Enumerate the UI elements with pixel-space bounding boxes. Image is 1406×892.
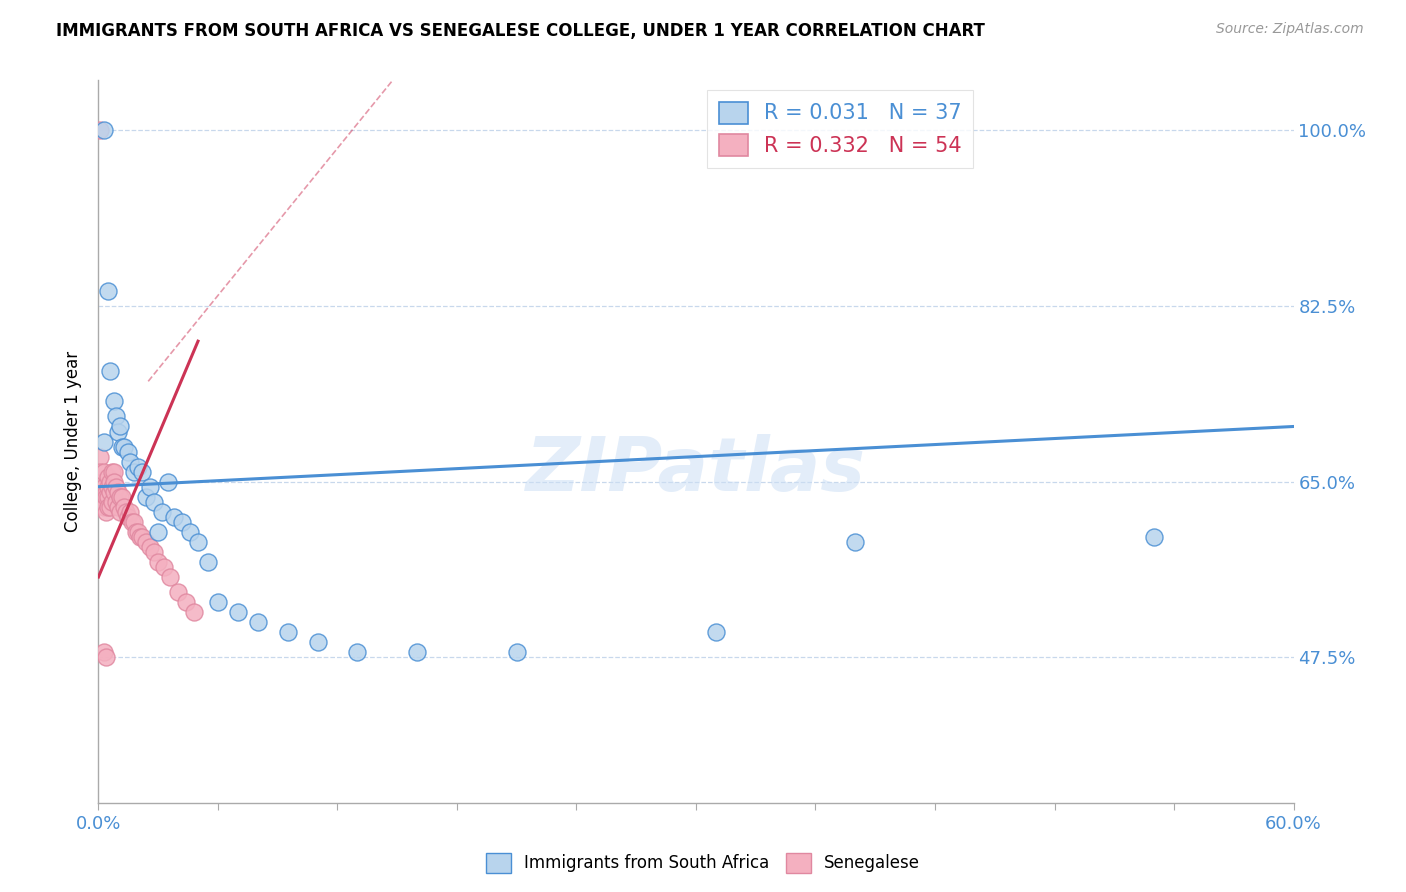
Point bbox=[93, 465, 115, 479]
Point bbox=[89, 465, 111, 479]
Point bbox=[97, 469, 120, 483]
Point bbox=[112, 440, 135, 454]
Point bbox=[111, 490, 134, 504]
Point bbox=[157, 475, 180, 489]
Point bbox=[207, 595, 229, 609]
Point bbox=[121, 515, 143, 529]
Text: Source: ZipAtlas.com: Source: ZipAtlas.com bbox=[1216, 22, 1364, 37]
Point bbox=[197, 555, 219, 569]
Point bbox=[125, 524, 148, 539]
Point bbox=[131, 530, 153, 544]
Point bbox=[91, 484, 114, 499]
Point bbox=[131, 465, 153, 479]
Point bbox=[406, 645, 429, 659]
Point bbox=[167, 585, 190, 599]
Point bbox=[93, 500, 115, 514]
Point bbox=[111, 440, 134, 454]
Point bbox=[96, 650, 118, 665]
Point bbox=[97, 284, 120, 298]
Point bbox=[105, 494, 128, 508]
Point bbox=[93, 434, 115, 449]
Point bbox=[98, 475, 122, 489]
Text: IMMIGRANTS FROM SOUTH AFRICA VS SENEGALESE COLLEGE, UNDER 1 YEAR CORRELATION CHA: IMMIGRANTS FROM SOUTH AFRICA VS SENEGALE… bbox=[56, 22, 986, 40]
Point bbox=[120, 505, 142, 519]
Point bbox=[159, 570, 181, 584]
Point bbox=[143, 545, 166, 559]
Point bbox=[103, 484, 125, 499]
Point bbox=[105, 409, 128, 424]
Point bbox=[148, 524, 170, 539]
Legend: R = 0.031   N = 37, R = 0.332   N = 54: R = 0.031 N = 37, R = 0.332 N = 54 bbox=[707, 90, 973, 168]
Point bbox=[135, 490, 157, 504]
Point bbox=[135, 534, 157, 549]
Point bbox=[110, 490, 132, 504]
Point bbox=[120, 454, 142, 468]
Point bbox=[150, 505, 173, 519]
Point bbox=[844, 534, 866, 549]
Point bbox=[115, 505, 138, 519]
Point bbox=[97, 490, 120, 504]
Point bbox=[153, 560, 176, 574]
Point bbox=[277, 625, 299, 640]
Point bbox=[112, 500, 135, 514]
Point bbox=[174, 595, 197, 609]
Point bbox=[97, 480, 120, 494]
Point bbox=[506, 645, 529, 659]
Point bbox=[107, 425, 129, 439]
Point bbox=[89, 450, 111, 464]
Point bbox=[346, 645, 368, 659]
Point bbox=[107, 500, 129, 514]
Text: ZIPatlas: ZIPatlas bbox=[526, 434, 866, 507]
Point bbox=[139, 480, 162, 494]
Point bbox=[98, 484, 122, 499]
Point bbox=[91, 490, 114, 504]
Point bbox=[148, 555, 170, 569]
Point bbox=[93, 490, 115, 504]
Point bbox=[124, 515, 146, 529]
Point bbox=[704, 625, 727, 640]
Point bbox=[1143, 530, 1166, 544]
Point bbox=[246, 615, 269, 630]
Point bbox=[127, 459, 149, 474]
Point bbox=[307, 635, 329, 649]
Point bbox=[110, 419, 132, 434]
Point bbox=[101, 494, 124, 508]
Point bbox=[96, 484, 118, 499]
Point bbox=[101, 480, 124, 494]
Point bbox=[103, 394, 125, 409]
Point bbox=[110, 505, 132, 519]
Point bbox=[93, 480, 115, 494]
Legend: Immigrants from South Africa, Senegalese: Immigrants from South Africa, Senegalese bbox=[479, 847, 927, 880]
Point bbox=[139, 540, 162, 554]
Point bbox=[117, 444, 139, 458]
Point bbox=[172, 515, 194, 529]
Point bbox=[107, 484, 129, 499]
Point bbox=[91, 475, 114, 489]
Point bbox=[93, 123, 115, 137]
Point bbox=[96, 505, 118, 519]
Point bbox=[98, 500, 122, 514]
Point bbox=[97, 500, 120, 514]
Point bbox=[103, 465, 125, 479]
Point bbox=[183, 605, 205, 619]
Y-axis label: College, Under 1 year: College, Under 1 year bbox=[65, 351, 83, 533]
Point bbox=[101, 465, 124, 479]
Point bbox=[179, 524, 201, 539]
Point bbox=[163, 509, 186, 524]
Point bbox=[124, 465, 146, 479]
Point bbox=[226, 605, 249, 619]
Point bbox=[105, 480, 128, 494]
Point bbox=[93, 645, 115, 659]
Point bbox=[89, 123, 111, 137]
Point bbox=[127, 524, 149, 539]
Point bbox=[103, 475, 125, 489]
Point bbox=[129, 530, 152, 544]
Point bbox=[98, 364, 122, 378]
Point bbox=[96, 490, 118, 504]
Point bbox=[117, 509, 139, 524]
Point bbox=[143, 494, 166, 508]
Point bbox=[187, 534, 209, 549]
